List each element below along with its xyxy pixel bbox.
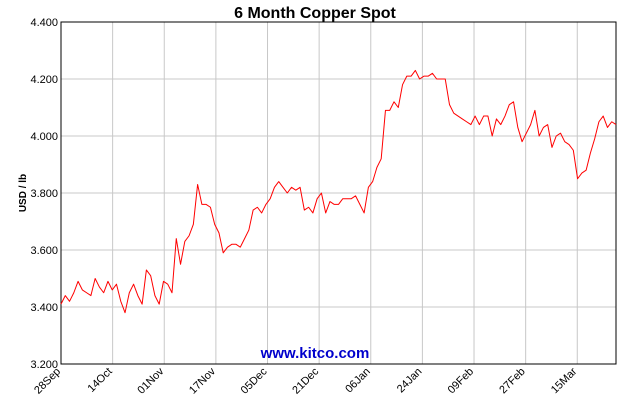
x-tick-label: 06Jan: [343, 366, 373, 396]
x-tick-label: 21Dec: [290, 365, 321, 396]
y-tick-label: 3.200: [30, 359, 58, 371]
y-tick-label: 4.000: [30, 131, 58, 143]
x-tick-label: 15Mar: [549, 365, 580, 396]
grid-layer: [61, 22, 616, 364]
x-tick-label: 17Nov: [187, 365, 218, 396]
y-tick-labels: 3.200 3.400 3.600 3.800 4.000 4.200 4.400: [30, 17, 58, 371]
x-tick-labels: 28Sep 14Oct 01Nov 17Nov 05Dec 21Dec 06Jan 24Jan…: [32, 365, 579, 396]
x-tick-label: 14Oct: [86, 366, 115, 395]
plot-area-frame: [60, 21, 617, 365]
x-tick-label: 05Dec: [239, 365, 270, 396]
series-line: [60, 69, 617, 314]
watermark: www.kitco.com: [260, 345, 370, 362]
x-tick-label: 24Jan: [395, 366, 425, 396]
y-tick-label: 3.800: [30, 188, 58, 200]
series-layer: [60, 69, 617, 314]
chart-title: 6 Month Copper Spot: [234, 5, 396, 22]
y-tick-label: 3.400: [30, 302, 58, 314]
y-tick-label: 3.600: [30, 245, 58, 257]
x-tick-label: 01Nov: [135, 365, 166, 396]
x-tick-label: 27Feb: [497, 366, 528, 397]
x-tick-label: 09Feb: [446, 366, 477, 397]
y-axis-label: USD / lb: [18, 174, 29, 212]
y-tick-label: 4.200: [30, 74, 58, 86]
y-tick-label: 4.400: [30, 17, 58, 29]
